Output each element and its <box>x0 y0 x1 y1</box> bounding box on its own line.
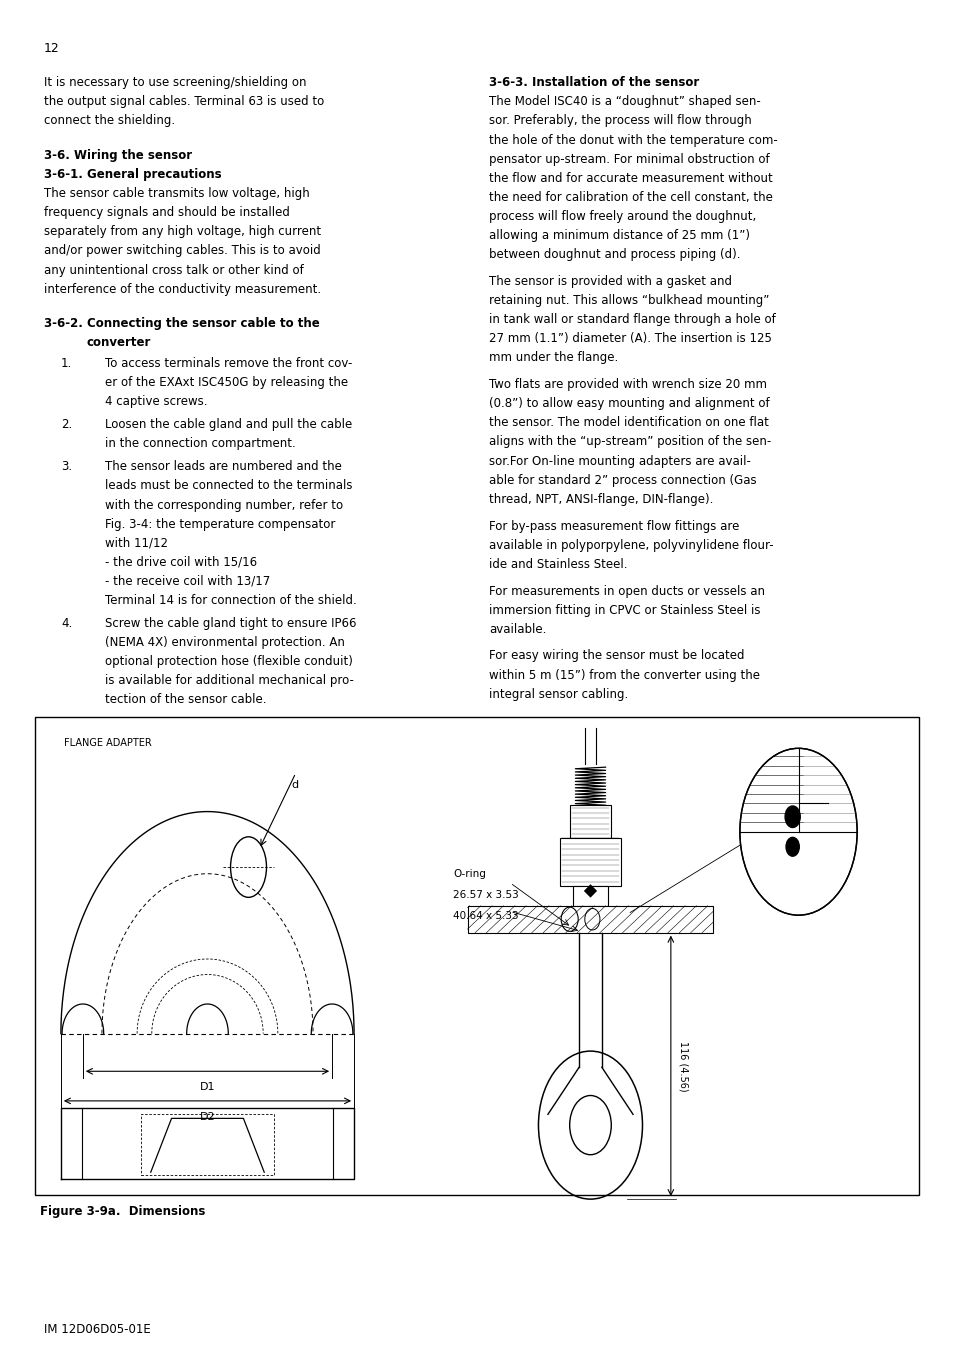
Text: 3-6-1. General precautions: 3-6-1. General precautions <box>44 168 221 181</box>
Text: aligns with the “up-stream” position of the sen-: aligns with the “up-stream” position of … <box>489 436 771 448</box>
Text: immersion fitting in CPVC or Stainless Steel is: immersion fitting in CPVC or Stainless S… <box>489 604 760 616</box>
Bar <box>467 906 713 933</box>
Text: separately from any high voltage, high current: separately from any high voltage, high c… <box>44 225 320 238</box>
Text: between doughnut and process piping (d).: between doughnut and process piping (d). <box>489 248 740 261</box>
Bar <box>559 838 620 886</box>
Text: (0.8”) to allow easy mounting and alignment of: (0.8”) to allow easy mounting and alignm… <box>489 397 769 410</box>
Text: any unintentional cross talk or other kind of: any unintentional cross talk or other ki… <box>44 264 303 276</box>
Text: To access terminals remove the front cov-: To access terminals remove the front cov… <box>105 357 353 370</box>
Text: 3-6-3. Installation of the sensor: 3-6-3. Installation of the sensor <box>489 76 699 89</box>
Bar <box>569 804 611 838</box>
Text: The Model ISC40 is a “doughnut” shaped sen-: The Model ISC40 is a “doughnut” shaped s… <box>489 95 760 108</box>
Text: - the receive coil with 13/17: - the receive coil with 13/17 <box>105 575 271 588</box>
Text: able for standard 2” process connection (Gas: able for standard 2” process connection … <box>489 474 756 486</box>
Text: within 5 m (15”) from the converter using the: within 5 m (15”) from the converter usin… <box>489 669 760 681</box>
Text: Terminal 14 is for connection of the shield.: Terminal 14 is for connection of the shi… <box>105 594 356 607</box>
Text: sor.For On-line mounting adapters are avail-: sor.For On-line mounting adapters are av… <box>489 455 750 467</box>
Text: For easy wiring the sensor must be located: For easy wiring the sensor must be locat… <box>489 650 744 662</box>
Text: D1: D1 <box>199 1082 215 1093</box>
Text: The sensor leads are numbered and the: The sensor leads are numbered and the <box>105 460 342 474</box>
Text: converter: converter <box>87 336 151 349</box>
Text: the hole of the donut with the temperature com-: the hole of the donut with the temperatu… <box>489 134 778 146</box>
Text: integral sensor cabling.: integral sensor cabling. <box>489 688 628 701</box>
Text: 12: 12 <box>44 42 60 56</box>
Text: 4.: 4. <box>61 617 72 630</box>
Text: thread, NPT, ANSI-flange, DIN-flange).: thread, NPT, ANSI-flange, DIN-flange). <box>489 493 713 506</box>
Text: The sensor cable transmits low voltage, high: The sensor cable transmits low voltage, … <box>44 187 310 200</box>
Text: Two flats are provided with wrench size 20 mm: Two flats are provided with wrench size … <box>489 378 766 391</box>
Text: mm under the flange.: mm under the flange. <box>489 352 618 364</box>
Text: The sensor is provided with a gasket and: The sensor is provided with a gasket and <box>489 275 732 288</box>
Text: 26.57 x 3.53: 26.57 x 3.53 <box>453 891 518 900</box>
Text: er of the EXAxt ISC450G by releasing the: er of the EXAxt ISC450G by releasing the <box>105 376 348 389</box>
Text: (NEMA 4X) environmental protection. An: (NEMA 4X) environmental protection. An <box>105 636 345 649</box>
Text: d: d <box>291 780 298 789</box>
Text: O-ring: O-ring <box>453 869 486 880</box>
Text: - the drive coil with 15/16: - the drive coil with 15/16 <box>105 556 257 569</box>
Bar <box>35 718 918 1196</box>
Text: tection of the sensor cable.: tection of the sensor cable. <box>105 693 267 707</box>
Text: the need for calibration of the cell constant, the: the need for calibration of the cell con… <box>489 191 772 204</box>
Text: available in polyporpylene, polyvinylidene flour-: available in polyporpylene, polyvinylide… <box>489 539 773 551</box>
Text: 3-6. Wiring the sensor: 3-6. Wiring the sensor <box>44 149 192 162</box>
Text: IM 12D06D05-01E: IM 12D06D05-01E <box>44 1323 151 1336</box>
Text: frequency signals and should be installed: frequency signals and should be installe… <box>44 206 290 219</box>
Text: 40.64 x 5.33: 40.64 x 5.33 <box>453 911 518 922</box>
Text: optional protection hose (flexible conduit): optional protection hose (flexible condu… <box>105 655 353 669</box>
Text: available.: available. <box>489 623 546 636</box>
Text: ide and Stainless Steel.: ide and Stainless Steel. <box>489 558 627 571</box>
Text: and/or power switching cables. This is to avoid: and/or power switching cables. This is t… <box>44 244 320 257</box>
Text: Screw the cable gland tight to ensure IP66: Screw the cable gland tight to ensure IP… <box>105 617 356 630</box>
Text: 3-6-2. Connecting the sensor cable to the: 3-6-2. Connecting the sensor cable to th… <box>44 317 319 330</box>
Text: D2: D2 <box>199 1112 215 1121</box>
Text: with the corresponding number, refer to: with the corresponding number, refer to <box>105 498 343 512</box>
Text: FLANGE ADAPTER: FLANGE ADAPTER <box>64 738 152 747</box>
Text: 27 mm (1.1”) diameter (A). The insertion is 125: 27 mm (1.1”) diameter (A). The insertion… <box>489 332 771 345</box>
Text: the sensor. The model identification on one flat: the sensor. The model identification on … <box>489 417 768 429</box>
Circle shape <box>784 806 800 827</box>
Text: 4 captive screws.: 4 captive screws. <box>105 395 208 409</box>
Text: 2.: 2. <box>61 418 72 432</box>
Text: Figure 3-9a.  Dimensions: Figure 3-9a. Dimensions <box>40 1205 205 1217</box>
Text: is available for additional mechanical pro-: is available for additional mechanical p… <box>105 674 354 688</box>
Text: 116 (4.56): 116 (4.56) <box>678 1041 688 1091</box>
Text: It is necessary to use screening/shielding on: It is necessary to use screening/shieldi… <box>44 76 306 89</box>
Text: allowing a minimum distance of 25 mm (1”): allowing a minimum distance of 25 mm (1”… <box>489 229 749 242</box>
Text: retaining nut. This allows “bulkhead mounting”: retaining nut. This allows “bulkhead mou… <box>489 294 769 307</box>
Polygon shape <box>583 884 597 898</box>
Text: in the connection compartment.: in the connection compartment. <box>105 437 295 451</box>
Text: Loosen the cable gland and pull the cable: Loosen the cable gland and pull the cabl… <box>105 418 353 432</box>
Text: pensator up-stream. For minimal obstruction of: pensator up-stream. For minimal obstruct… <box>489 153 769 165</box>
Text: interference of the conductivity measurement.: interference of the conductivity measure… <box>44 283 320 295</box>
Text: the output signal cables. Terminal 63 is used to: the output signal cables. Terminal 63 is… <box>44 95 324 108</box>
Text: For measurements in open ducts or vessels an: For measurements in open ducts or vessel… <box>489 585 764 597</box>
Text: in tank wall or standard flange through a hole of: in tank wall or standard flange through … <box>489 313 775 326</box>
Text: 1.: 1. <box>61 357 72 370</box>
Bar <box>573 886 607 906</box>
Text: sor. Preferably, the process will flow through: sor. Preferably, the process will flow t… <box>489 115 751 127</box>
Text: Fig. 3-4: the temperature compensator: Fig. 3-4: the temperature compensator <box>105 517 335 531</box>
Text: with 11/12: with 11/12 <box>105 536 168 550</box>
Text: connect the shielding.: connect the shielding. <box>44 115 174 127</box>
Text: 3.: 3. <box>61 460 72 474</box>
Text: For by-pass measurement flow fittings are: For by-pass measurement flow fittings ar… <box>489 520 739 532</box>
Text: leads must be connected to the terminals: leads must be connected to the terminals <box>105 479 353 493</box>
Text: the flow and for accurate measurement without: the flow and for accurate measurement wi… <box>489 172 772 184</box>
Text: process will flow freely around the doughnut,: process will flow freely around the doug… <box>489 210 756 223</box>
Circle shape <box>785 837 799 856</box>
